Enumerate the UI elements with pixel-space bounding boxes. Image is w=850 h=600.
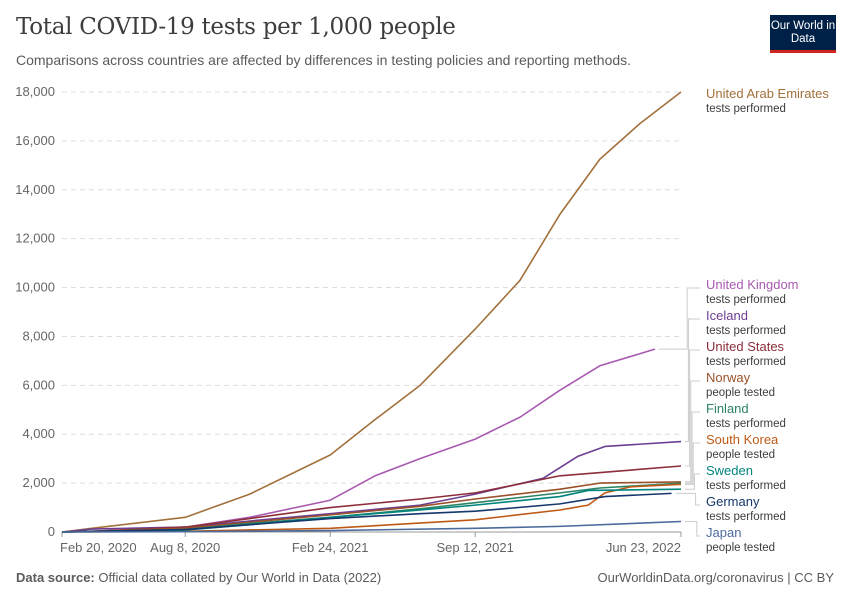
legend-connector [685, 349, 700, 467]
y-tick-label: 8,000 [22, 328, 55, 343]
y-tick-label: 14,000 [15, 182, 55, 197]
series-line-japan [61, 520, 682, 533]
legend-label: United Kingdom [706, 277, 799, 292]
chart-title: Total COVID-19 tests per 1,000 people [16, 14, 456, 40]
legend-label: South Korea [706, 432, 779, 447]
legend-label: Iceland [706, 308, 748, 323]
legend-connector [675, 492, 700, 506]
legend-sublabel: tests performed [706, 103, 786, 115]
legend-sublabel: people tested [706, 449, 775, 461]
y-tick-label: 0 [48, 524, 55, 539]
series-line-norway [61, 481, 682, 533]
data-source: Data source: Official data collated by O… [16, 570, 381, 585]
legend-label: Germany [706, 494, 760, 509]
legend-label: United States [706, 339, 785, 354]
legend-connector [685, 318, 700, 443]
y-tick-label: 18,000 [15, 84, 55, 99]
logo-text: Our World in Data [770, 20, 836, 45]
x-tick-label: Jun 23, 2022 [606, 540, 681, 555]
legend-label: Japan [706, 525, 741, 540]
owid-logo[interactable]: Our World in Data [770, 15, 836, 53]
source-label: Data source: [16, 570, 95, 585]
chart-subtitle: Comparisons across countries are affecte… [16, 52, 632, 68]
legend-label: Finland [706, 401, 749, 416]
series-line-south-korea [61, 483, 682, 533]
series-line-germany [61, 492, 672, 533]
series-line-united-arab-emirates [61, 91, 682, 533]
legend-label: United Arab Emirates [706, 86, 829, 101]
legend-sublabel: tests performed [706, 418, 786, 430]
y-tick-label: 6,000 [22, 377, 55, 392]
legend-connector [685, 411, 700, 484]
x-tick-label: Aug 8, 2020 [150, 540, 220, 555]
y-tick-label: 2,000 [22, 475, 55, 490]
legend-connector [685, 473, 700, 490]
legend-sublabel: tests performed [706, 294, 786, 306]
x-tick-label: Feb 20, 2020 [60, 540, 137, 555]
legend-connector [685, 380, 700, 483]
y-tick-label: 10,000 [15, 280, 55, 295]
legend-connector [685, 442, 700, 485]
legend-sublabel: people tested [706, 387, 775, 399]
legend-connector [685, 520, 700, 537]
legend-label: Sweden [706, 463, 753, 478]
source-text: Official data collated by Our World in D… [98, 570, 382, 585]
legend-sublabel: tests performed [706, 511, 786, 523]
x-tick-label: Feb 24, 2021 [292, 540, 369, 555]
legend-connector [658, 287, 700, 350]
series-line-iceland [61, 440, 682, 533]
legend-label: Norway [706, 370, 751, 385]
footer-link[interactable]: OurWorldinData.org/coronavirus | CC BY [597, 570, 834, 585]
legend-sublabel: people tested [706, 542, 775, 554]
legend-sublabel: tests performed [706, 325, 786, 337]
x-tick-label: Sep 12, 2021 [436, 540, 513, 555]
legend-sublabel: tests performed [706, 480, 786, 492]
y-tick-label: 4,000 [22, 426, 55, 441]
legend-sublabel: tests performed [706, 356, 786, 368]
y-tick-label: 12,000 [15, 231, 55, 246]
y-tick-label: 16,000 [15, 133, 55, 148]
